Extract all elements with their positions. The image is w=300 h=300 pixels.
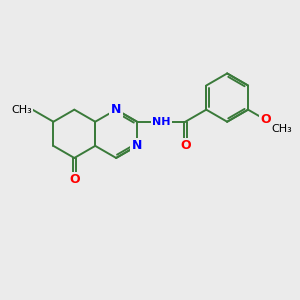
Text: O: O	[277, 124, 286, 134]
Text: CH₃: CH₃	[12, 105, 32, 115]
Text: NH: NH	[152, 117, 170, 127]
Text: O: O	[260, 113, 271, 126]
Text: CH₃: CH₃	[271, 124, 292, 134]
Text: N: N	[111, 103, 121, 116]
Text: O: O	[261, 115, 271, 125]
Text: N: N	[132, 140, 142, 152]
Text: O: O	[69, 173, 80, 186]
Text: O: O	[180, 140, 190, 152]
